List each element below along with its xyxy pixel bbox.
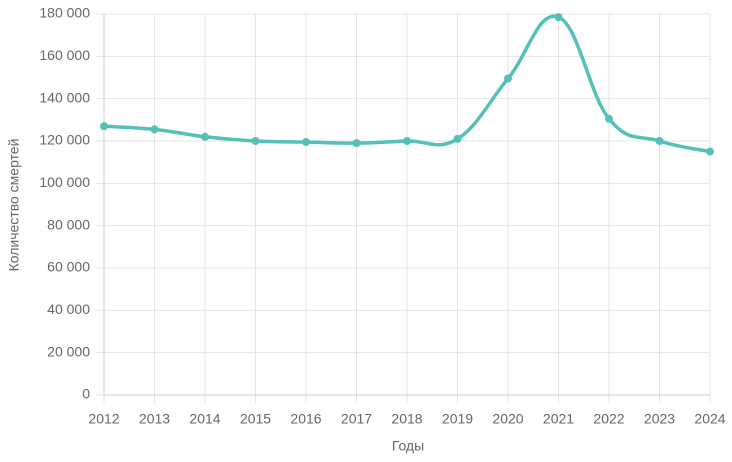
- x-axis-title: Годы: [392, 438, 424, 454]
- y-tick-label: 180 000: [39, 5, 90, 21]
- x-tick-label: 2013: [139, 411, 170, 427]
- point: [453, 134, 462, 143]
- y-tick-label: 20 000: [47, 343, 90, 359]
- y-tick-label: 100 000: [39, 174, 90, 190]
- y-tick-label: 120 000: [39, 132, 90, 148]
- y-tick-label: 160 000: [39, 47, 90, 63]
- x-tick-label: 2017: [341, 411, 372, 427]
- point: [504, 74, 512, 83]
- x-tick-label: 2012: [88, 411, 119, 427]
- y-axis-title: Количество смертей: [6, 139, 22, 272]
- x-tick-label: 2021: [543, 411, 574, 427]
- y-tick-label: 80 000: [47, 216, 90, 232]
- x-tick-label: 2023: [644, 411, 675, 427]
- point: [554, 13, 563, 22]
- point: [605, 114, 613, 123]
- point: [655, 137, 664, 145]
- x-tick-label: 2018: [391, 411, 422, 427]
- point: [150, 125, 159, 134]
- x-tick-label: 2014: [189, 411, 220, 427]
- point: [100, 122, 108, 131]
- point: [201, 132, 209, 141]
- point: [302, 138, 310, 147]
- x-tick-label: 2024: [694, 411, 725, 427]
- point: [251, 137, 260, 145]
- x-tick-label: 2022: [593, 411, 624, 427]
- x-tick-label: 2016: [290, 411, 321, 427]
- y-tick-label: 60 000: [47, 259, 90, 275]
- y-tick-label: 0: [82, 386, 90, 402]
- y-tick-label: 140 000: [39, 89, 90, 105]
- x-tick-label: 2019: [442, 411, 473, 427]
- y-tick-label: 40 000: [47, 301, 90, 317]
- x-tick-label: 2015: [240, 411, 271, 427]
- x-tick-label: 2020: [492, 411, 523, 427]
- point: [352, 139, 361, 148]
- point: [706, 147, 714, 156]
- point: [403, 137, 411, 145]
